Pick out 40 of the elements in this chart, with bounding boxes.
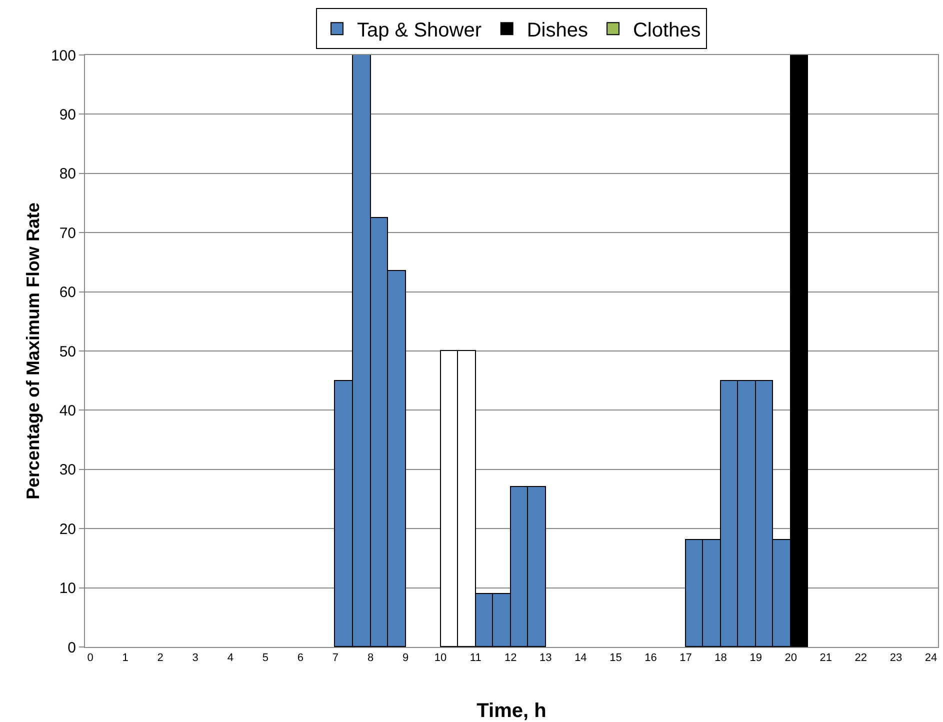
x-tick-label: 20 bbox=[784, 652, 797, 664]
y-tick-label: 90 bbox=[59, 106, 76, 124]
y-tick-label: 20 bbox=[59, 520, 76, 538]
x-tick-label: 17 bbox=[680, 652, 692, 664]
x-tick-label: 12 bbox=[504, 652, 517, 664]
x-axis-title: Time, h bbox=[476, 700, 546, 722]
x-tick-label: 5 bbox=[262, 652, 268, 664]
x-tick-label: 23 bbox=[890, 652, 902, 664]
x-tick-label: 21 bbox=[820, 652, 832, 664]
x-tick-label: 10 bbox=[434, 652, 447, 664]
x-tick-label: 4 bbox=[227, 652, 234, 664]
x-tick-label: 19 bbox=[750, 652, 762, 664]
y-tick-label: 100 bbox=[50, 47, 76, 64]
x-tick-label: 13 bbox=[540, 652, 552, 664]
y-tick-label: 10 bbox=[59, 580, 76, 598]
legend-label: Dishes bbox=[526, 19, 588, 42]
legend-label: Clothes bbox=[632, 19, 701, 42]
x-tick-label: 3 bbox=[192, 652, 198, 664]
x-tick-label: 7 bbox=[332, 652, 339, 664]
x-tick-label: 14 bbox=[574, 652, 587, 664]
x-tick-label: 18 bbox=[714, 652, 727, 664]
x-tick-label: 6 bbox=[297, 652, 304, 664]
x-tick-label: 2 bbox=[157, 652, 164, 664]
y-tick-label: 30 bbox=[59, 462, 76, 479]
y-tick-label: 40 bbox=[59, 402, 76, 420]
y-tick-label: 50 bbox=[59, 343, 76, 360]
x-tick-label: 24 bbox=[924, 652, 938, 664]
x-tick-label: 0 bbox=[87, 652, 94, 664]
y-tick-label: 80 bbox=[59, 166, 76, 183]
y-axis-title: Percentage of Maximum Flow Rate bbox=[23, 202, 43, 500]
x-tick-label: 8 bbox=[367, 652, 374, 664]
x-tick-label: 22 bbox=[854, 652, 868, 664]
x-tick-label: 16 bbox=[644, 652, 657, 664]
y-tick-label: 60 bbox=[59, 284, 76, 302]
x-tick-label: 11 bbox=[470, 652, 482, 664]
x-tick-label: 9 bbox=[402, 652, 409, 664]
y-tick-label: 70 bbox=[59, 224, 76, 242]
x-tick-label: 15 bbox=[610, 652, 622, 664]
legend-label: Tap & Shower bbox=[357, 19, 482, 42]
x-tick-label: 1 bbox=[122, 652, 128, 664]
